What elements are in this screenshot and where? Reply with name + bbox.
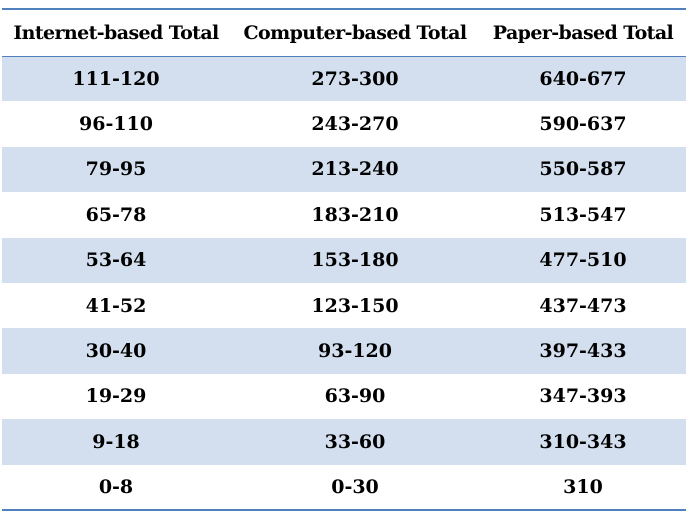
internet-based-cell: 111-120 <box>2 56 230 102</box>
computer-based-cell: 213-240 <box>230 146 480 193</box>
internet-based-cell: 9-18 <box>2 419 230 465</box>
score-conversion-table-container: Internet-based Total Computer-based Tota… <box>2 8 686 511</box>
internet-based-cell: 96-110 <box>79 113 153 136</box>
computer-based-cell: 93-120 <box>230 328 480 374</box>
computer-based-cell: 63-90 <box>324 385 386 408</box>
paper-based-cell: 477-510 <box>480 237 686 283</box>
table-row: 9-18 33-60 310-343 <box>2 419 686 465</box>
internet-based-cell: 65-78 <box>85 203 147 226</box>
internet-based-cell: 30-40 <box>2 328 230 374</box>
paper-based-cell: 437-473 <box>539 294 627 317</box>
table-row: 41-52 123-150 437-473 <box>2 283 686 328</box>
internet-based-cell: 0-8 <box>2 464 230 511</box>
header-internet-based-total: Internet-based Total <box>2 8 230 57</box>
paper-based-cell: 550-587 <box>480 146 686 193</box>
internet-based-cell: 79-95 <box>2 146 230 193</box>
paper-based-cell: 310 <box>480 464 686 511</box>
table-row: 0-8 0-30 310 <box>2 464 686 511</box>
computer-based-cell: 243-270 <box>311 113 399 136</box>
header-computer-based-total: Computer-based Total <box>230 8 480 57</box>
table-row: 65-78 183-210 513-547 <box>2 192 686 237</box>
score-conversion-table: Internet-based Total Computer-based Tota… <box>2 8 686 511</box>
paper-based-cell: 640-677 <box>480 56 686 102</box>
internet-based-cell: 53-64 <box>2 237 230 283</box>
computer-based-cell: 273-300 <box>230 56 480 102</box>
table-row: 19-29 63-90 347-393 <box>2 374 686 419</box>
paper-based-cell: 397-433 <box>480 328 686 374</box>
table-row: 53-64 153-180 477-510 <box>2 237 686 283</box>
computer-based-cell: 123-150 <box>311 294 399 317</box>
paper-based-cell: 310-343 <box>480 419 686 465</box>
table-row: 96-110 243-270 590-637 <box>2 101 686 146</box>
internet-based-cell: 19-29 <box>85 385 147 408</box>
table-row: 111-120 273-300 640-677 <box>2 56 686 102</box>
paper-based-cell: 513-547 <box>539 203 627 226</box>
computer-based-cell: 183-210 <box>311 203 399 226</box>
header-paper-based-total: Paper-based Total <box>480 8 686 57</box>
computer-based-cell: 0-30 <box>230 464 480 511</box>
paper-based-cell: 590-637 <box>539 113 627 136</box>
computer-based-cell: 153-180 <box>230 237 480 283</box>
computer-based-cell: 33-60 <box>230 419 480 465</box>
internet-based-cell: 41-52 <box>85 294 147 317</box>
table-row: 79-95 213-240 550-587 <box>2 146 686 193</box>
table-row: 30-40 93-120 397-433 <box>2 328 686 374</box>
paper-based-cell: 347-393 <box>539 385 627 408</box>
table-header-row: Internet-based Total Computer-based Tota… <box>2 8 686 57</box>
